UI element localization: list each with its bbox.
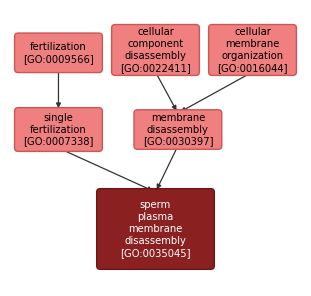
FancyBboxPatch shape xyxy=(209,25,296,75)
FancyBboxPatch shape xyxy=(15,108,102,152)
Text: sperm
plasma
membrane
disassembly
[GO:0035045]: sperm plasma membrane disassembly [GO:00… xyxy=(120,200,191,258)
Text: membrane
disassembly
[GO:0030397]: membrane disassembly [GO:0030397] xyxy=(143,112,213,147)
FancyBboxPatch shape xyxy=(134,110,222,149)
Text: single
fertilization
[GO:0007338]: single fertilization [GO:0007338] xyxy=(23,112,94,147)
Text: cellular
membrane
organization
[GO:0016044]: cellular membrane organization [GO:00160… xyxy=(217,27,288,73)
FancyBboxPatch shape xyxy=(15,33,102,73)
FancyBboxPatch shape xyxy=(97,189,214,269)
Text: fertilization
[GO:0009566]: fertilization [GO:0009566] xyxy=(23,42,94,64)
FancyBboxPatch shape xyxy=(112,25,199,75)
Text: cellular
component
disassembly
[GO:0022411]: cellular component disassembly [GO:00224… xyxy=(120,27,191,73)
